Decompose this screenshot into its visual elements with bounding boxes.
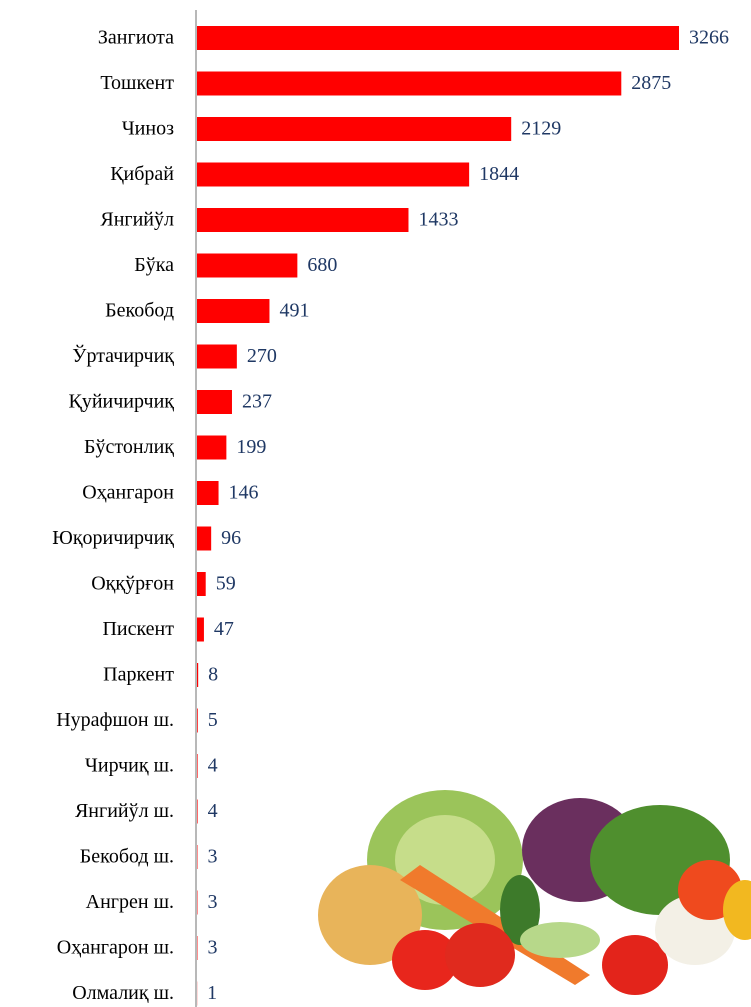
value-label: 3 bbox=[207, 891, 217, 913]
category-label: Қибрай bbox=[110, 163, 174, 185]
bar bbox=[197, 617, 204, 642]
category-label: Чирчиқ ш. bbox=[85, 755, 174, 777]
bar bbox=[197, 299, 270, 323]
value-label: 2129 bbox=[521, 118, 561, 140]
value-label: 1433 bbox=[418, 209, 458, 231]
category-label: Бекобод ш. bbox=[80, 846, 174, 868]
value-label: 59 bbox=[216, 573, 236, 595]
bar bbox=[197, 162, 470, 187]
category-label: Юқоричирчиқ bbox=[52, 527, 174, 549]
category-label: Нурафшон ш. bbox=[56, 709, 174, 731]
value-label: 4 bbox=[208, 755, 218, 777]
value-label: 47 bbox=[214, 618, 234, 640]
category-label: Оҳангарон ш. bbox=[57, 937, 174, 959]
value-label: 237 bbox=[242, 391, 272, 413]
value-label: 146 bbox=[229, 482, 259, 504]
bar bbox=[197, 253, 298, 278]
bar bbox=[197, 344, 237, 369]
category-label: Пискент bbox=[102, 618, 174, 640]
bar bbox=[197, 754, 198, 778]
bar bbox=[197, 435, 227, 460]
category-label: Қуйичирчиқ bbox=[69, 391, 175, 413]
category-label: Оҳангарон bbox=[82, 482, 174, 504]
bar bbox=[197, 208, 409, 232]
value-label: 4 bbox=[208, 800, 218, 822]
category-label: Паркент bbox=[103, 664, 174, 686]
value-label: 3 bbox=[207, 937, 217, 959]
category-label: Бўстонлиқ bbox=[84, 436, 174, 458]
value-label: 8 bbox=[208, 664, 218, 686]
bar bbox=[197, 526, 212, 551]
value-label: 199 bbox=[236, 436, 266, 458]
value-label: 1844 bbox=[479, 163, 519, 185]
category-label: Ангрен ш. bbox=[86, 891, 174, 913]
vegetables-picture bbox=[318, 790, 751, 995]
category-label: Бўка bbox=[134, 254, 174, 276]
category-label: Бекобод bbox=[105, 300, 174, 322]
bar bbox=[197, 26, 679, 50]
bar bbox=[197, 117, 512, 141]
value-label: 491 bbox=[279, 300, 309, 322]
bar bbox=[197, 71, 622, 96]
value-label: 680 bbox=[307, 254, 337, 276]
value-label: 1 bbox=[207, 982, 217, 1004]
bar bbox=[197, 481, 219, 505]
category-label: Оққўрғон bbox=[91, 573, 174, 595]
category-label: Зангиота bbox=[98, 27, 174, 49]
category-label: Ўртачирчиқ bbox=[72, 344, 174, 367]
category-label: Тошкент bbox=[100, 72, 174, 94]
bar bbox=[197, 663, 199, 687]
category-label: Янгийўл ш. bbox=[75, 800, 174, 822]
value-label: 3 bbox=[207, 846, 217, 868]
bar bbox=[197, 572, 206, 596]
bar bbox=[197, 708, 198, 733]
bar bbox=[197, 390, 232, 414]
bar bbox=[197, 799, 198, 824]
value-label: 96 bbox=[221, 527, 241, 549]
category-label: Янгийўл bbox=[100, 209, 174, 231]
value-label: 3266 bbox=[689, 27, 729, 49]
category-label: Чиноз bbox=[122, 118, 174, 140]
value-label: 270 bbox=[247, 345, 277, 367]
value-label: 2875 bbox=[631, 72, 671, 94]
category-label: Олмалиқ ш. bbox=[72, 982, 174, 1004]
value-label: 5 bbox=[208, 709, 218, 731]
